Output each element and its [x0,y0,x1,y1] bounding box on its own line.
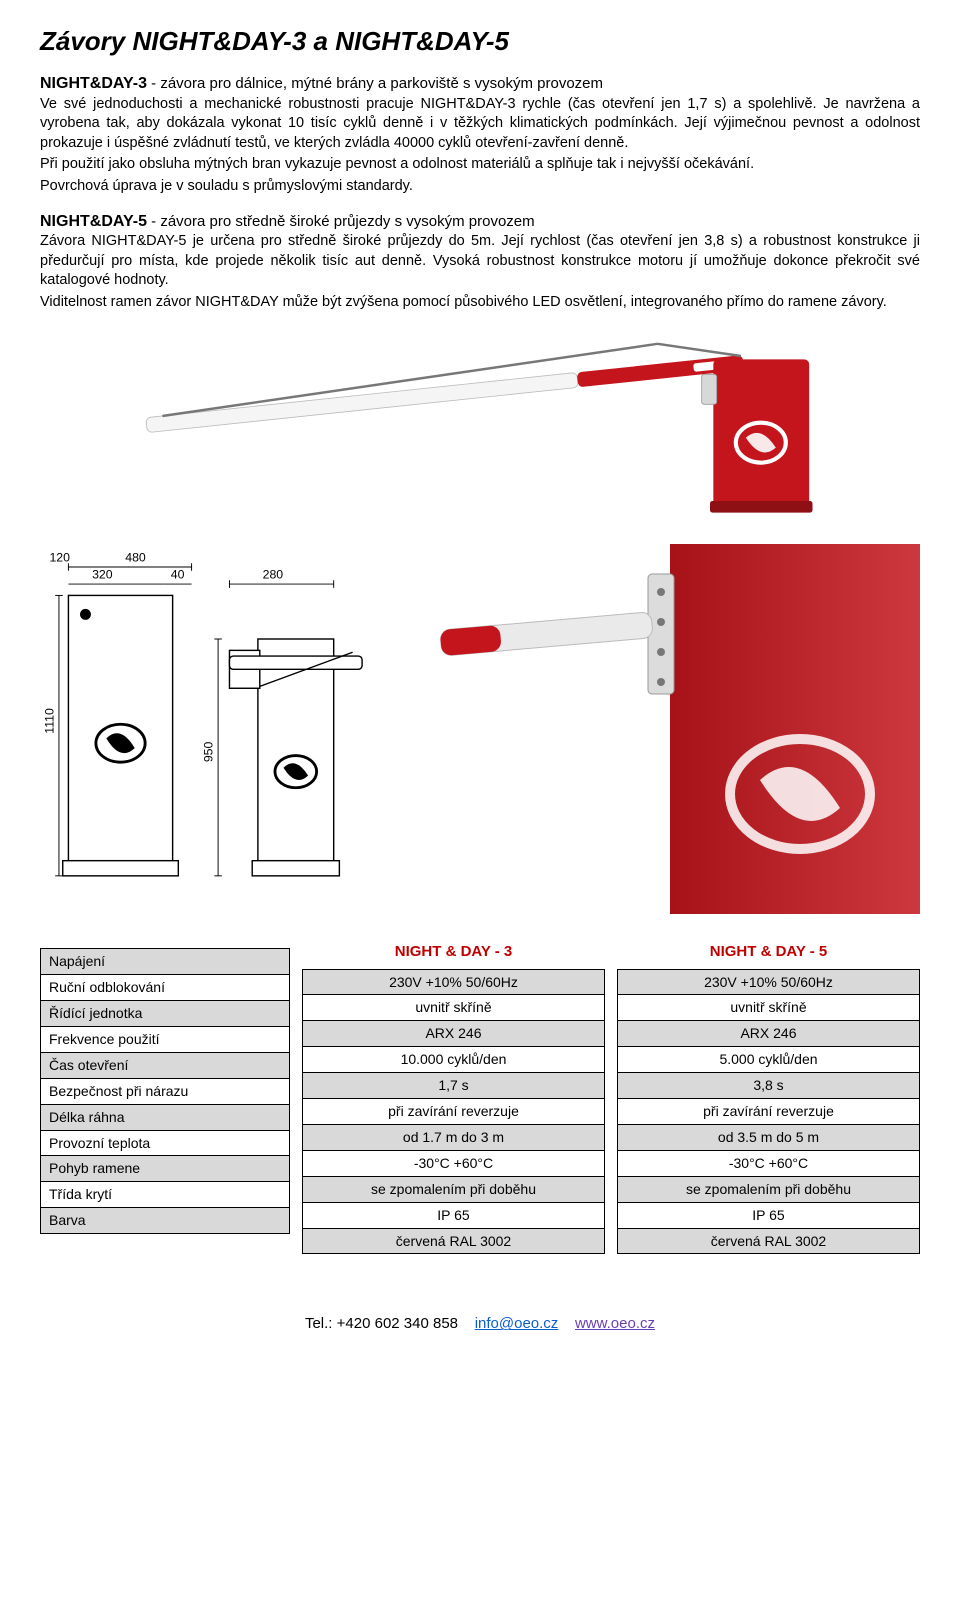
section1-p3: Povrchová úprava je v souladu s průmyslo… [40,177,920,197]
spec-value-a: IP 65 [303,1202,605,1228]
spec-label: Frekvence použití [41,1027,290,1053]
spec-label: Pohyb ramene [41,1156,290,1182]
spec-value-b: 3,8 s [618,1073,920,1099]
spec-label: Délka ráhna [41,1104,290,1130]
product-photo [40,326,920,526]
spec-label: Ruční odblokování [41,975,290,1001]
dim-280: 280 [263,568,284,582]
spec-value-a: se zpomalením při doběhu [303,1176,605,1202]
dim-950: 950 [201,742,215,763]
spec-header-a: NIGHT & DAY - 3 [302,938,605,968]
spec-label: Barva [41,1208,290,1234]
spec-value-b: IP 65 [618,1202,920,1228]
spec-value-b: -30°C +60°C [618,1150,920,1176]
spec-header-blank [40,938,290,948]
section2-p1: Závora NIGHT&DAY-5 je určena pro středně… [40,233,920,288]
spec-value-a: od 1.7 m do 3 m [303,1124,605,1150]
spec-value-b: 5.000 cyklů/den [618,1047,920,1073]
spec-labels-table: NapájeníRuční odblokováníŘídící jednotka… [40,948,290,1234]
section1-p2: Při použití jako obsluha mýtných bran vy… [40,155,920,175]
section1-name: NIGHT&DAY-3 [40,75,147,92]
spec-values-b-table: 230V +10% 50/60Hzuvnitř skříněARX 2465.0… [617,969,920,1255]
footer-tel: Tel.: +420 602 340 858 [305,1315,458,1332]
dim-120: 120 [49,551,70,565]
section-nightday5: NIGHT&DAY-5 - závora pro středně široké … [40,211,920,313]
spec-value-b: při zavírání reverzuje [618,1099,920,1125]
dim-320: 320 [92,568,113,582]
spec-value-b: ARX 246 [618,1021,920,1047]
spec-value-a: ARX 246 [303,1021,605,1047]
footer-email-link[interactable]: info@oeo.cz [475,1315,559,1332]
page-footer: Tel.: +420 602 340 858 info@oeo.cz www.o… [40,1314,920,1334]
spec-value-b: se zpomalením při doběhu [618,1176,920,1202]
section2-tag: - závora pro středně široké průjezdy s v… [147,213,535,230]
spec-label: Třída krytí [41,1182,290,1208]
spec-value-a: -30°C +60°C [303,1150,605,1176]
spec-value-b: od 3.5 m do 5 m [618,1124,920,1150]
spec-header-b: NIGHT & DAY - 5 [617,938,920,968]
spec-label: Řídící jednotka [41,1001,290,1027]
spec-tables: NapájeníRuční odblokováníŘídící jednotka… [40,938,920,1254]
section1-p1: Ve své jednoduchosti a mechanické robust… [40,96,920,151]
section-nightday3: NIGHT&DAY-3 - závora pro dálnice, mýtné … [40,73,920,196]
product-photo-closeup [440,544,920,914]
section2-name: NIGHT&DAY-5 [40,213,147,230]
spec-label: Bezpečnost při nárazu [41,1078,290,1104]
spec-value-a: červená RAL 3002 [303,1228,605,1254]
spec-value-a: při zavírání reverzuje [303,1099,605,1125]
spec-value-a: uvnitř skříně [303,995,605,1021]
footer-web-link[interactable]: www.oeo.cz [575,1315,655,1332]
dim-40: 40 [171,568,185,582]
section1-tag: - závora pro dálnice, mýtné brány a park… [147,75,603,92]
spec-value-a: 10.000 cyklů/den [303,1047,605,1073]
dim-480: 480 [125,551,146,565]
spec-value-b: uvnitř skříně [618,995,920,1021]
spec-value-b: červená RAL 3002 [618,1228,920,1254]
spec-value-a: 230V +10% 50/60Hz [303,969,605,995]
spec-label: Čas otevření [41,1052,290,1078]
spec-value-b: 230V +10% 50/60Hz [618,969,920,995]
section2-p2: Viditelnost ramen závor NIGHT&DAY může b… [40,293,920,313]
technical-drawing: 120 480 320 40 280 [40,544,400,914]
spec-value-a: 1,7 s [303,1073,605,1099]
spec-values-a-table: 230V +10% 50/60Hzuvnitř skříněARX 24610.… [302,969,605,1255]
spec-label: Provozní teplota [41,1130,290,1156]
dim-1110: 1110 [42,708,56,734]
spec-label: Napájení [41,949,290,975]
page-title: Závory NIGHT&DAY-3 a NIGHT&DAY-5 [40,24,920,59]
